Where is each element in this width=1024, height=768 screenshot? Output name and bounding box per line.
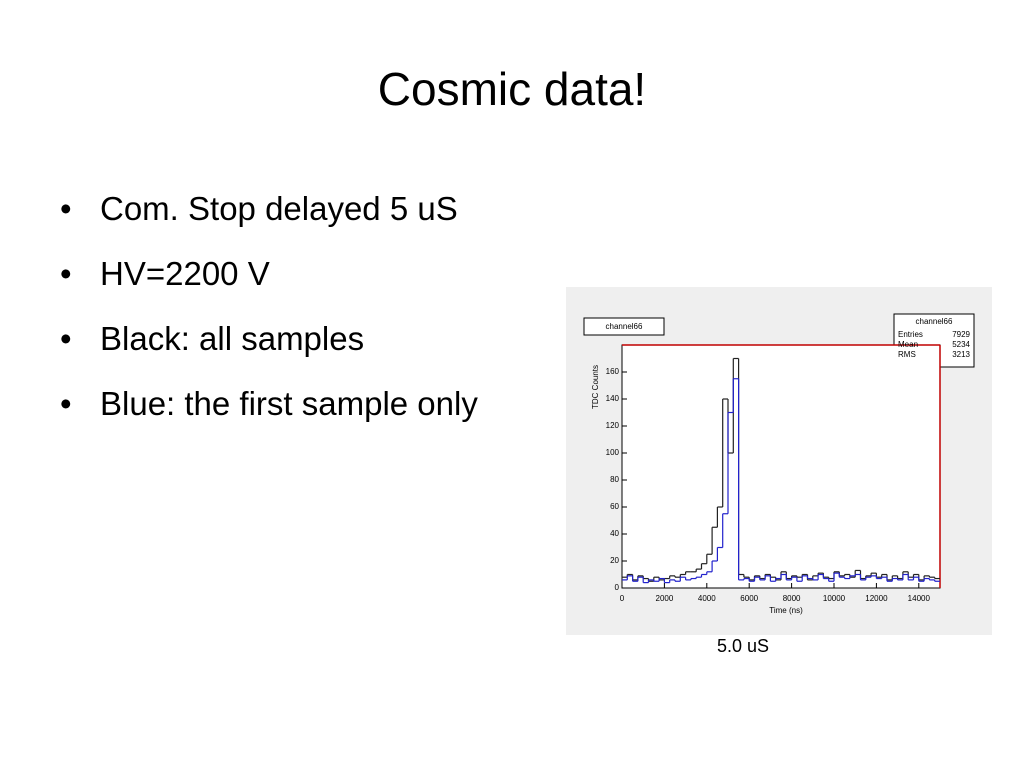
x-axis-title: Time (ns) <box>769 606 803 615</box>
x-tick-label: 14000 <box>908 594 931 603</box>
chart-title: channel66 <box>606 322 643 331</box>
y-tick-label: 20 <box>610 556 619 565</box>
plot-area <box>621 344 941 589</box>
y-tick-label: 100 <box>606 448 620 457</box>
y-tick-label: 140 <box>606 394 620 403</box>
caption: 5.0 uS <box>716 636 770 656</box>
y-tick-label: 40 <box>610 529 619 538</box>
bullet: Com. Stop delayed 5 uS <box>60 188 540 229</box>
y-tick-label: 160 <box>606 367 620 376</box>
bullet: HV=2200 V <box>60 253 540 294</box>
y-axis-title: TDC Counts <box>591 365 600 409</box>
x-tick-label: 12000 <box>865 594 888 603</box>
y-tick-label: 0 <box>615 583 620 592</box>
y-tick-label: 120 <box>606 421 620 430</box>
y-tick-label: 80 <box>610 475 619 484</box>
bullet: Blue: the first sample only <box>60 383 540 424</box>
stats-label: RMS <box>898 350 916 359</box>
stats-value: 5234 <box>952 340 970 349</box>
stats-title: channel66 <box>916 317 953 326</box>
bullet-list: Com. Stop delayed 5 uS HV=2200 V Black: … <box>60 188 540 448</box>
x-tick-label: 6000 <box>740 594 758 603</box>
x-tick-label: 8000 <box>783 594 801 603</box>
x-tick-label: 4000 <box>698 594 716 603</box>
x-tick-label: 2000 <box>656 594 674 603</box>
bullet: Black: all samples <box>60 318 540 359</box>
x-tick-label: 0 <box>620 594 625 603</box>
chart: channel66 channel66 Time (ns) TDC Counts… <box>566 287 992 635</box>
stats-value: 3213 <box>952 350 970 359</box>
x-tick-label: 10000 <box>823 594 846 603</box>
title-box <box>583 317 665 336</box>
stats-label: Entries <box>898 330 923 339</box>
stats-value: 7929 <box>952 330 970 339</box>
y-tick-label: 60 <box>610 502 619 511</box>
slide-title: Cosmic data! <box>377 63 647 115</box>
stats-label: Mean <box>898 340 918 349</box>
